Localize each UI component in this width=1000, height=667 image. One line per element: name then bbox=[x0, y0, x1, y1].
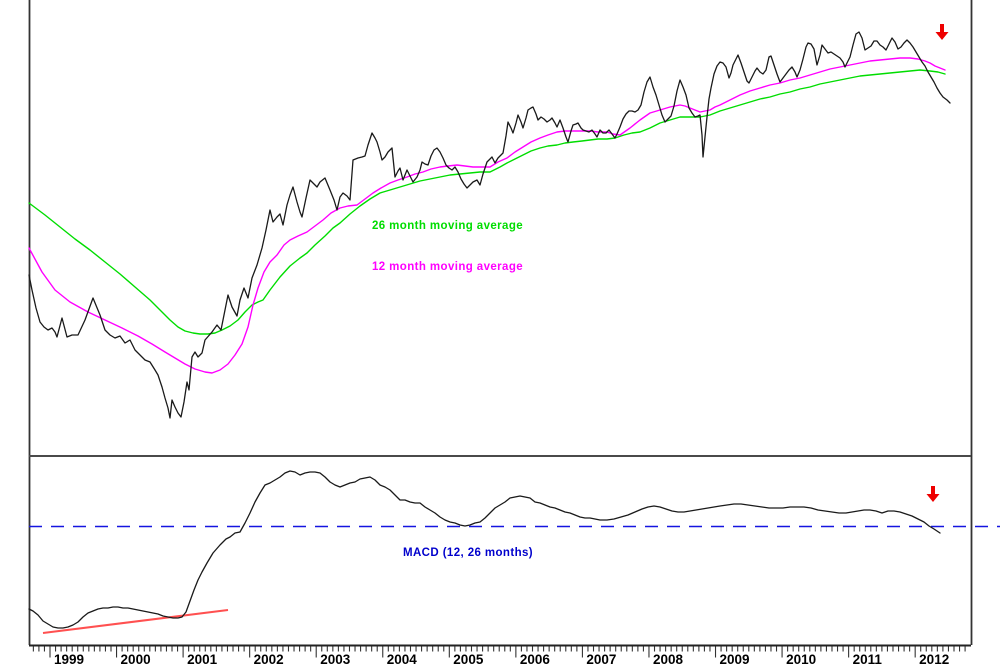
x-tick-label: 2011 bbox=[853, 652, 883, 667]
x-tick-label: 2002 bbox=[254, 652, 284, 667]
ma26-label: 26 month moving average bbox=[372, 220, 524, 232]
macd-down-arrow-icon bbox=[926, 486, 940, 502]
ma26-line bbox=[28, 69, 946, 335]
ma12-line bbox=[28, 57, 946, 374]
macd-trendline bbox=[42, 609, 229, 634]
x-tick-label: 2004 bbox=[387, 652, 418, 667]
price-line bbox=[28, 31, 951, 419]
x-tick-label: 2009 bbox=[720, 652, 750, 667]
x-tick-label: 2010 bbox=[786, 652, 816, 667]
x-tick-label: 2006 bbox=[520, 652, 551, 667]
x-tick-label: 2008 bbox=[653, 652, 684, 667]
x-tick-label: 2001 bbox=[187, 652, 218, 667]
x-tick-label: 1999 bbox=[54, 652, 84, 667]
price-down-arrow-icon bbox=[935, 24, 949, 40]
macd-label: MACD (12, 26 months) bbox=[403, 547, 534, 559]
x-tick-label: 2003 bbox=[320, 652, 351, 667]
x-tick-label: 2007 bbox=[586, 652, 616, 667]
x-tick-label: 2000 bbox=[121, 652, 151, 667]
macd-line bbox=[28, 470, 941, 629]
x-tick-label: 2012 bbox=[919, 652, 949, 667]
ma12-label: 12 month moving average bbox=[372, 261, 524, 273]
x-tick-label: 2005 bbox=[453, 652, 484, 667]
